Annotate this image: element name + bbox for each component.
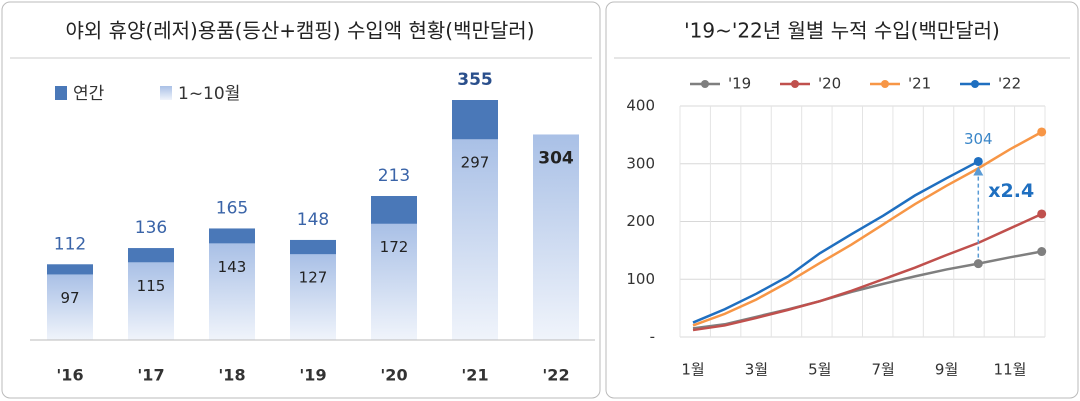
x-tick-label: '22 xyxy=(542,366,569,385)
y-tick-label: 200 xyxy=(626,212,655,230)
line xyxy=(692,250,1042,330)
x-tick-label: 1월 xyxy=(681,361,704,379)
legend-swatch xyxy=(55,86,67,100)
chart-title: '19~'22년 월별 누적 수입(백만달러) xyxy=(684,19,1000,43)
end-point xyxy=(973,156,983,166)
value-label: 165 xyxy=(216,198,248,218)
x-tick-label: 9월 xyxy=(935,361,958,379)
value-label: 112 xyxy=(54,234,86,254)
value-label: 143 xyxy=(218,258,247,276)
x-tick-label: 7월 xyxy=(872,361,895,379)
bar-partial xyxy=(128,262,174,340)
value-label: 213 xyxy=(378,166,410,186)
value-label: 97 xyxy=(60,289,79,307)
end-point xyxy=(1037,247,1047,257)
legend-label: 연간 xyxy=(73,84,105,104)
legend-dot xyxy=(791,80,799,88)
end-point xyxy=(1037,127,1047,137)
right-frame xyxy=(605,1,1079,399)
legend-dot xyxy=(881,80,889,88)
x-tick-label: '19 xyxy=(299,366,326,385)
x-tick-label: '16 xyxy=(56,366,83,385)
y-tick-label: - xyxy=(650,328,655,346)
arrow-head xyxy=(973,166,984,176)
x-tick-label: 5월 xyxy=(808,361,831,379)
x-tick-label: '18 xyxy=(218,366,245,385)
bar-partial xyxy=(209,243,255,340)
line xyxy=(692,160,979,324)
annotation: 304 xyxy=(964,130,993,148)
bar-partial xyxy=(452,139,498,340)
x-tick-label: '21 xyxy=(461,366,488,385)
value-label: 115 xyxy=(137,277,166,295)
y-tick-label: 400 xyxy=(626,97,655,115)
bar-partial xyxy=(47,274,93,340)
end-point xyxy=(1037,209,1047,219)
legend-label: '20 xyxy=(818,75,841,93)
legend-label: 1~10월 xyxy=(178,84,240,104)
legend-dot xyxy=(971,80,979,88)
x-tick-label: '17 xyxy=(137,366,164,385)
legend-label: '21 xyxy=(908,75,931,93)
left-frame xyxy=(1,1,601,399)
legend-swatch xyxy=(160,86,172,100)
chart-title: 야외 휴양(레저)용품(등산+캠핑) 수입액 현황(백만달러) xyxy=(65,19,534,43)
y-tick-label: 300 xyxy=(626,154,655,172)
legend-label: '19 xyxy=(728,75,751,93)
line xyxy=(692,212,1043,332)
y-tick-label: 100 xyxy=(626,270,655,288)
legend-dot xyxy=(701,80,709,88)
x-tick-label: 3월 xyxy=(745,361,768,379)
x-tick-label: '20 xyxy=(380,366,407,385)
value-label: 297 xyxy=(461,154,490,172)
bar-partial xyxy=(290,254,336,340)
x-tick-label: 11월 xyxy=(994,361,1027,379)
value-label: 304 xyxy=(538,148,574,168)
value-label: 127 xyxy=(299,269,328,287)
annotation: x2.4 xyxy=(988,180,1034,202)
value-label: 148 xyxy=(297,210,329,230)
bar-partial xyxy=(371,223,417,340)
legend-label: '22 xyxy=(998,75,1021,93)
point xyxy=(973,259,983,269)
value-label: 136 xyxy=(135,218,167,238)
bar-partial xyxy=(533,134,579,340)
line xyxy=(692,130,1043,327)
value-label: 355 xyxy=(457,70,493,90)
value-label: 172 xyxy=(380,238,409,256)
